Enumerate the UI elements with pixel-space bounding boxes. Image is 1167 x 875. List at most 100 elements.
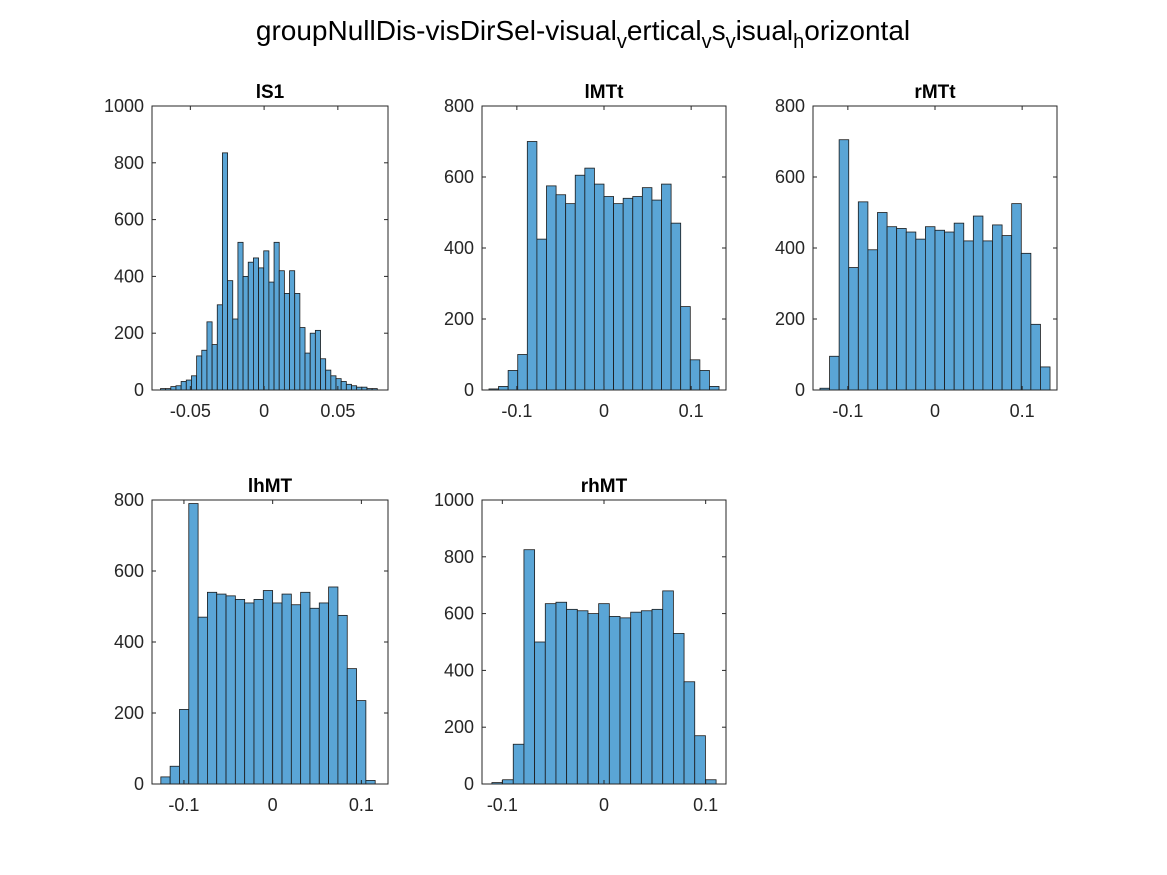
subplot-lMTt: 0 200 400 600 800 -0.1 0 0.1 lMTt (444, 82, 727, 421)
histogram-bar (309, 332, 316, 391)
figure-title-segment: ertical (627, 15, 702, 46)
histogram-bar (1001, 235, 1013, 391)
histogram-bar (640, 610, 653, 785)
histogram-bar (498, 386, 509, 391)
histogram-bar (619, 617, 632, 785)
y-tick-label: 400 (444, 660, 474, 680)
histogram-bar (191, 375, 198, 391)
histogram-bar (211, 344, 218, 391)
figure-title-subscript: v (702, 31, 712, 53)
y-tick-label: 1000 (104, 96, 144, 116)
histogram-bar (242, 275, 249, 391)
y-tick-label: 0 (134, 380, 144, 400)
x-tick-label: 0.05 (320, 401, 355, 421)
histogram-bar (197, 616, 208, 785)
histogram-bar (351, 385, 358, 391)
histogram-bar (507, 370, 519, 391)
x-tick-label: 0.1 (693, 795, 718, 815)
histogram-bar (320, 358, 327, 391)
figure-title-subscript: v (726, 31, 736, 53)
histogram-bar (905, 231, 917, 391)
histogram-bar (179, 709, 190, 785)
histogram-bar (517, 354, 528, 391)
histogram-bar (544, 603, 557, 785)
histogram-bar (565, 203, 576, 391)
histogram-bar (705, 779, 717, 785)
histogram-bar (289, 270, 296, 391)
histogram-bar (603, 196, 614, 391)
histogram-bar (234, 599, 246, 785)
histogram-bar (709, 386, 720, 391)
y-tick-label: 400 (114, 632, 144, 652)
histogram-bar (584, 167, 595, 391)
histogram-bar (253, 257, 259, 391)
y-tick-label: 200 (444, 309, 474, 329)
x-tick-label: -0.1 (501, 401, 532, 421)
histogram-bar (594, 183, 605, 391)
histogram-bar (247, 261, 254, 391)
subplot-title: rMTt (914, 82, 956, 103)
y-tick-label: 400 (444, 238, 474, 258)
histogram-bar (587, 613, 600, 785)
y-tick-label: 200 (444, 717, 474, 737)
histogram-bar (222, 152, 228, 391)
histogram-bar (632, 196, 643, 391)
y-tick-label: 600 (775, 167, 805, 187)
histogram-bar (689, 359, 701, 391)
histogram-bar (283, 293, 290, 391)
histogram-bar (314, 329, 321, 391)
histogram-bar (268, 281, 275, 391)
histogram-bar (335, 378, 342, 391)
histogram-bar (299, 327, 306, 391)
y-tick-label: 800 (775, 96, 805, 116)
histogram-bar (838, 139, 850, 391)
x-tick-label: 0.1 (1010, 401, 1035, 421)
histogram-bar (672, 633, 685, 785)
x-tick-label: -0.05 (170, 401, 211, 421)
y-tick-label: 400 (114, 266, 144, 286)
y-tick-label: 400 (775, 238, 805, 258)
figure-title-segment: groupNullDis-visDirSel-visual (256, 15, 617, 46)
histogram-bar (982, 240, 993, 391)
histogram-bar (160, 776, 171, 785)
x-tick-label: 0 (930, 401, 940, 421)
subplot-rhMT: 0 200 400 600 800 1000 -0.1 0 0.1 rhMT (434, 476, 727, 815)
histogram-bar (365, 780, 376, 785)
histogram-bar (253, 599, 264, 785)
histogram-bar (536, 238, 547, 391)
histogram-bar (318, 602, 329, 785)
histogram-bar (896, 228, 907, 391)
figure-title-subscript: v (617, 31, 627, 53)
histogram-bar (207, 591, 218, 785)
histogram-bar (608, 616, 621, 785)
subplot-title: lMTt (584, 82, 624, 103)
subplot-title: lS1 (256, 82, 285, 103)
histogram-bar (574, 174, 586, 391)
y-tick-label: 0 (464, 774, 474, 794)
histogram-bar (512, 743, 525, 785)
histogram-bar (651, 199, 662, 391)
axes-box (151, 105, 389, 391)
histogram-bar (273, 241, 280, 391)
figure-title-segment: s (712, 15, 726, 46)
histogram-bar (216, 304, 223, 391)
y-tick-label: 0 (795, 380, 805, 400)
y-tick-label: 200 (775, 309, 805, 329)
histogram-bar (972, 215, 984, 391)
y-tick-label: 800 (444, 96, 474, 116)
histogram-bar (227, 280, 234, 391)
figure-title-subscript: h (793, 31, 804, 53)
histogram-bar (867, 249, 878, 391)
histogram-bar (170, 386, 177, 391)
histogram-bar (992, 224, 1003, 391)
y-tick-label: 600 (444, 604, 474, 624)
histogram-bar (300, 591, 311, 785)
histogram-bar (613, 203, 624, 391)
histogram-bar (555, 194, 567, 391)
subplot-rMTt: 0 200 400 600 800 -0.1 0 0.1 rMTt (775, 82, 1058, 421)
histogram-bar (670, 222, 682, 391)
histogram-bar (534, 641, 546, 785)
histogram-bar (829, 355, 840, 391)
histogram-bar (641, 187, 653, 391)
